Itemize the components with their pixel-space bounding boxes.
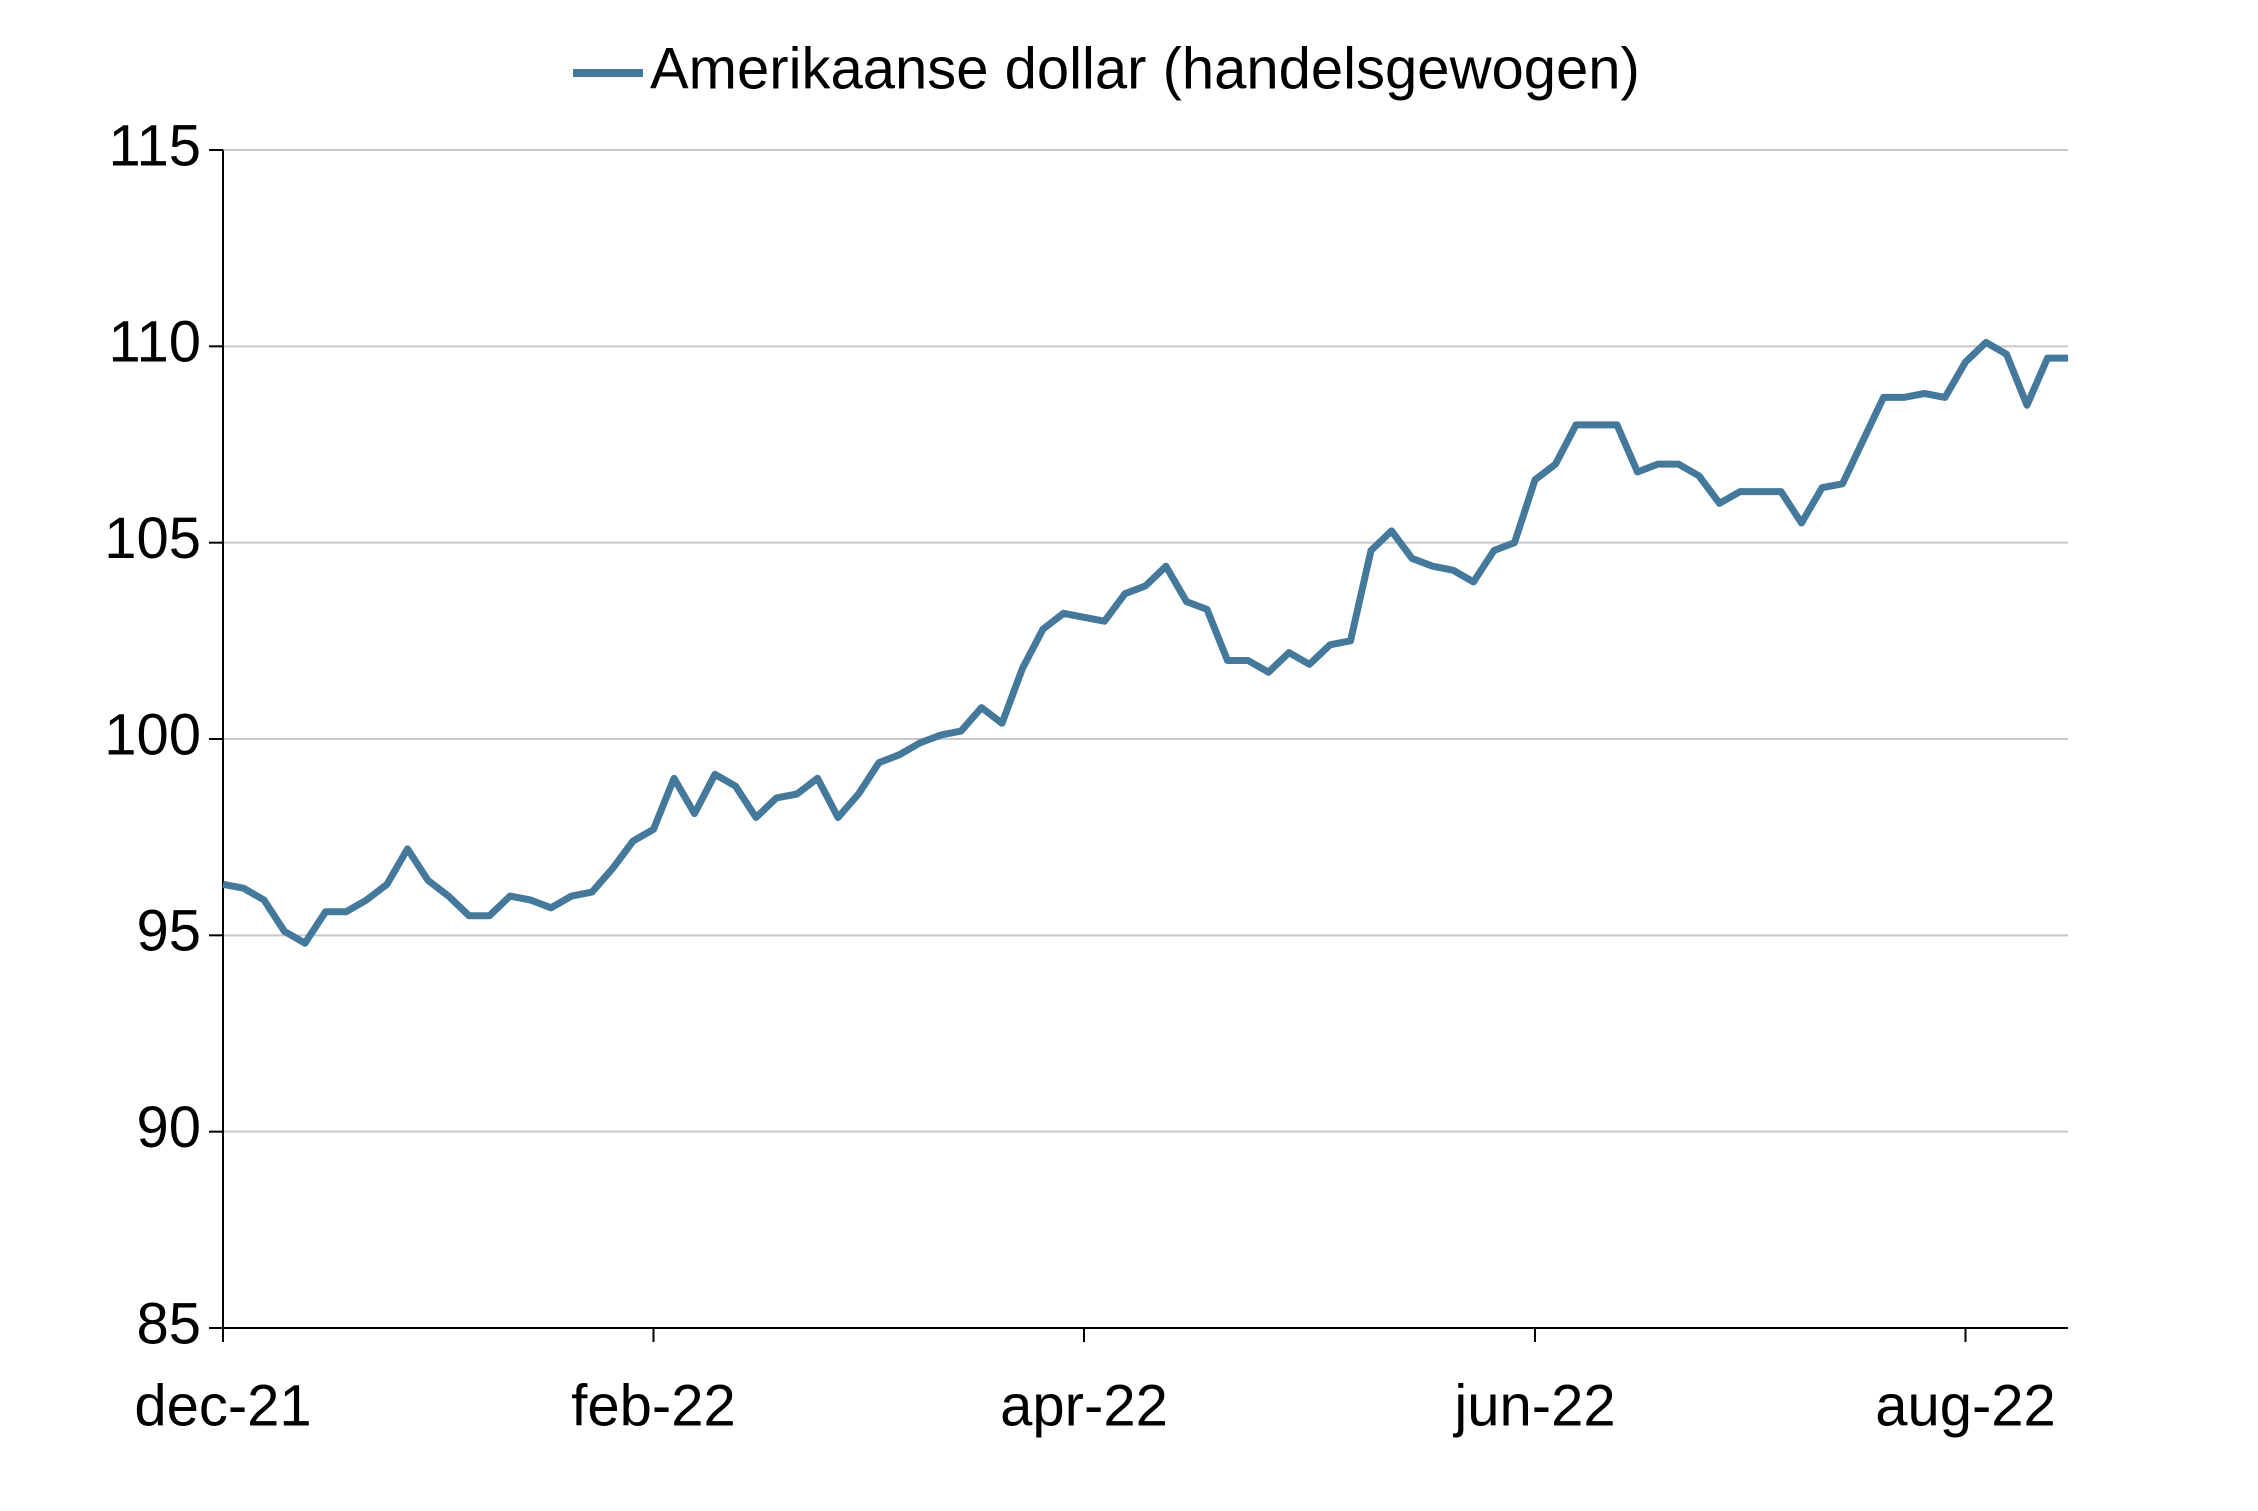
y-tick-label: 100 <box>104 702 201 767</box>
data-line <box>222 338 2068 947</box>
legend-label: Amerikaanse dollar (handelsgewogen) <box>650 36 1640 101</box>
x-tick-label: dec-21 <box>134 1373 311 1438</box>
x-tick-label: apr-22 <box>1000 1373 1168 1438</box>
y-tick-label: 105 <box>104 506 201 571</box>
x-tick-label: feb-22 <box>571 1373 735 1438</box>
y-tick-label: 115 <box>109 113 201 178</box>
y-tick-label: 85 <box>136 1291 201 1356</box>
y-tick-label: 95 <box>136 899 201 964</box>
x-tick-label: aug-22 <box>1875 1373 2056 1438</box>
x-tick-label: jun-22 <box>1452 1373 1615 1438</box>
y-tick-label: 90 <box>136 1095 201 1160</box>
y-tick-label: 110 <box>109 310 201 375</box>
